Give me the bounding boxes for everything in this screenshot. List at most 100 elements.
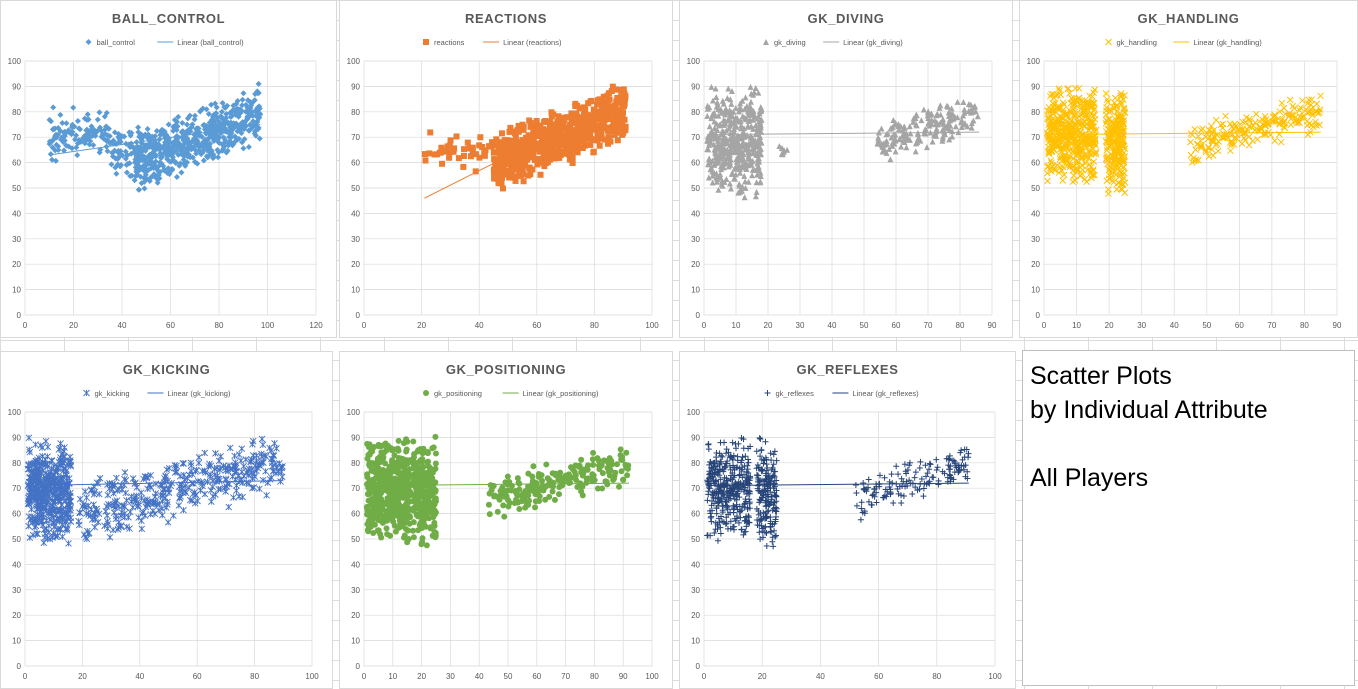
scatter-point xyxy=(386,492,393,499)
scatter-point xyxy=(606,135,613,142)
scatter-point xyxy=(1082,113,1090,121)
scatter-point xyxy=(57,461,64,469)
scatter-point xyxy=(256,485,263,493)
scatter-point xyxy=(94,116,101,123)
scatter-point xyxy=(1111,127,1118,135)
scatter-point xyxy=(1055,142,1063,150)
scatter-point xyxy=(606,104,613,111)
scatter-point xyxy=(432,433,439,440)
chart-panel-reactions[interactable]: REACTIONS reactions Linear (reactions) 0 10 2… xyxy=(339,0,673,338)
scatter-point xyxy=(377,457,384,464)
scatter-point xyxy=(485,501,492,508)
scatter-point xyxy=(1062,111,1070,119)
scatter-point xyxy=(741,194,748,201)
scatter-point xyxy=(1048,147,1056,155)
scatter-point xyxy=(178,169,185,176)
scatter-point xyxy=(246,113,253,120)
scatter-point xyxy=(1280,123,1288,131)
chart-panel-gk-diving[interactable]: GK_DIVING gk_diving Linear (gk_diving) 0 10 2… xyxy=(679,0,1013,338)
scatter-point xyxy=(1057,91,1065,99)
scatter-point xyxy=(195,453,203,461)
scatter-point xyxy=(33,503,40,510)
scatter-point xyxy=(1281,110,1289,118)
scatter-point xyxy=(199,467,206,475)
scatter-point xyxy=(728,87,735,94)
chart-panel-ball-control[interactable]: BALL_CONTROL ball_control Linear (ball_con… xyxy=(0,0,337,338)
scatter-point xyxy=(256,103,263,110)
scatter-point xyxy=(209,477,217,485)
scatter-point xyxy=(899,132,906,139)
y-tick-label: 60 xyxy=(351,510,360,519)
scatter-point xyxy=(233,487,240,494)
scatter-point xyxy=(727,136,734,143)
scatter-point xyxy=(755,113,762,120)
scatter-point xyxy=(493,175,500,182)
scatter-point xyxy=(753,188,760,195)
scatter-point xyxy=(25,434,33,442)
scatter-point xyxy=(924,112,931,119)
scatter-point xyxy=(495,145,502,152)
scatter-point xyxy=(115,134,122,141)
chart-title: GK_DIVING xyxy=(808,11,885,26)
scatter-point xyxy=(1296,106,1303,114)
scatter-point xyxy=(1195,156,1202,164)
scatter-point xyxy=(713,132,720,139)
chart-panel-gk-reflexes[interactable]: GK_REFLEXES gk_reflexes Linear (gk_reflexe… xyxy=(679,351,1016,689)
scatter-point xyxy=(599,470,606,477)
scatter-point xyxy=(1046,136,1054,143)
scatter-point xyxy=(1069,105,1077,113)
scatter-point xyxy=(549,488,556,495)
scatter-point xyxy=(958,124,965,131)
scatter-point xyxy=(512,489,519,496)
scatter-point xyxy=(1117,185,1125,193)
scatter-point xyxy=(185,471,193,479)
scatter-point xyxy=(249,452,257,459)
scatter-point xyxy=(422,157,429,164)
scatter-point xyxy=(494,508,501,515)
scatter-point xyxy=(588,112,595,119)
scatter-point xyxy=(152,158,159,165)
scatter-point xyxy=(47,508,54,516)
scatter-point xyxy=(60,448,68,455)
scatter-point xyxy=(486,490,493,497)
scatter-point xyxy=(720,128,727,135)
scatter-point xyxy=(230,494,237,501)
scatter-point xyxy=(530,463,537,470)
y-tick-label: 10 xyxy=(351,286,360,295)
scatter-point xyxy=(453,133,460,140)
chart-panel-gk-kicking[interactable]: GK_KICKING gk_kicking Linear (gk_kicking) 0… xyxy=(0,351,333,689)
scatter-point xyxy=(184,153,191,160)
chart-panel-gk-handling[interactable]: GK_HANDLING gk_handling Linear (gk_handlin… xyxy=(1019,0,1358,338)
scatter-point xyxy=(410,519,417,526)
scatter-point xyxy=(720,100,727,107)
scatter-point xyxy=(1116,157,1123,164)
scatter-point xyxy=(1313,108,1321,115)
scatter-point xyxy=(737,100,744,107)
scatter-point xyxy=(711,112,718,119)
scatter-point xyxy=(1219,124,1227,132)
scatter-point xyxy=(541,163,548,170)
scatter-point xyxy=(414,470,421,477)
scatter-point xyxy=(400,484,407,491)
scatter-point xyxy=(201,490,209,498)
chart-panel-gk-positioning[interactable]: GK_POSITIONING gk_positioning Linear (gk_p… xyxy=(339,351,673,689)
x-tick-label: 100 xyxy=(261,321,275,330)
scatter-point xyxy=(594,455,601,462)
y-tick-label: 100 xyxy=(8,408,22,417)
scatter-point xyxy=(63,527,71,534)
x-tick-label: 30 xyxy=(796,321,805,330)
scatter-point xyxy=(708,132,715,139)
scatter-point xyxy=(85,134,92,141)
scatter-point xyxy=(1249,137,1256,145)
scatter-point xyxy=(50,104,57,111)
scatter-point xyxy=(1121,92,1128,99)
scatter-point xyxy=(57,525,65,533)
scatter-point xyxy=(84,111,91,118)
scatter-point xyxy=(1188,159,1196,166)
scatter-point xyxy=(948,105,955,112)
scatter-point xyxy=(918,117,925,124)
scatter-point xyxy=(91,523,99,531)
scatter-point xyxy=(403,448,410,455)
scatter-point xyxy=(744,131,751,138)
